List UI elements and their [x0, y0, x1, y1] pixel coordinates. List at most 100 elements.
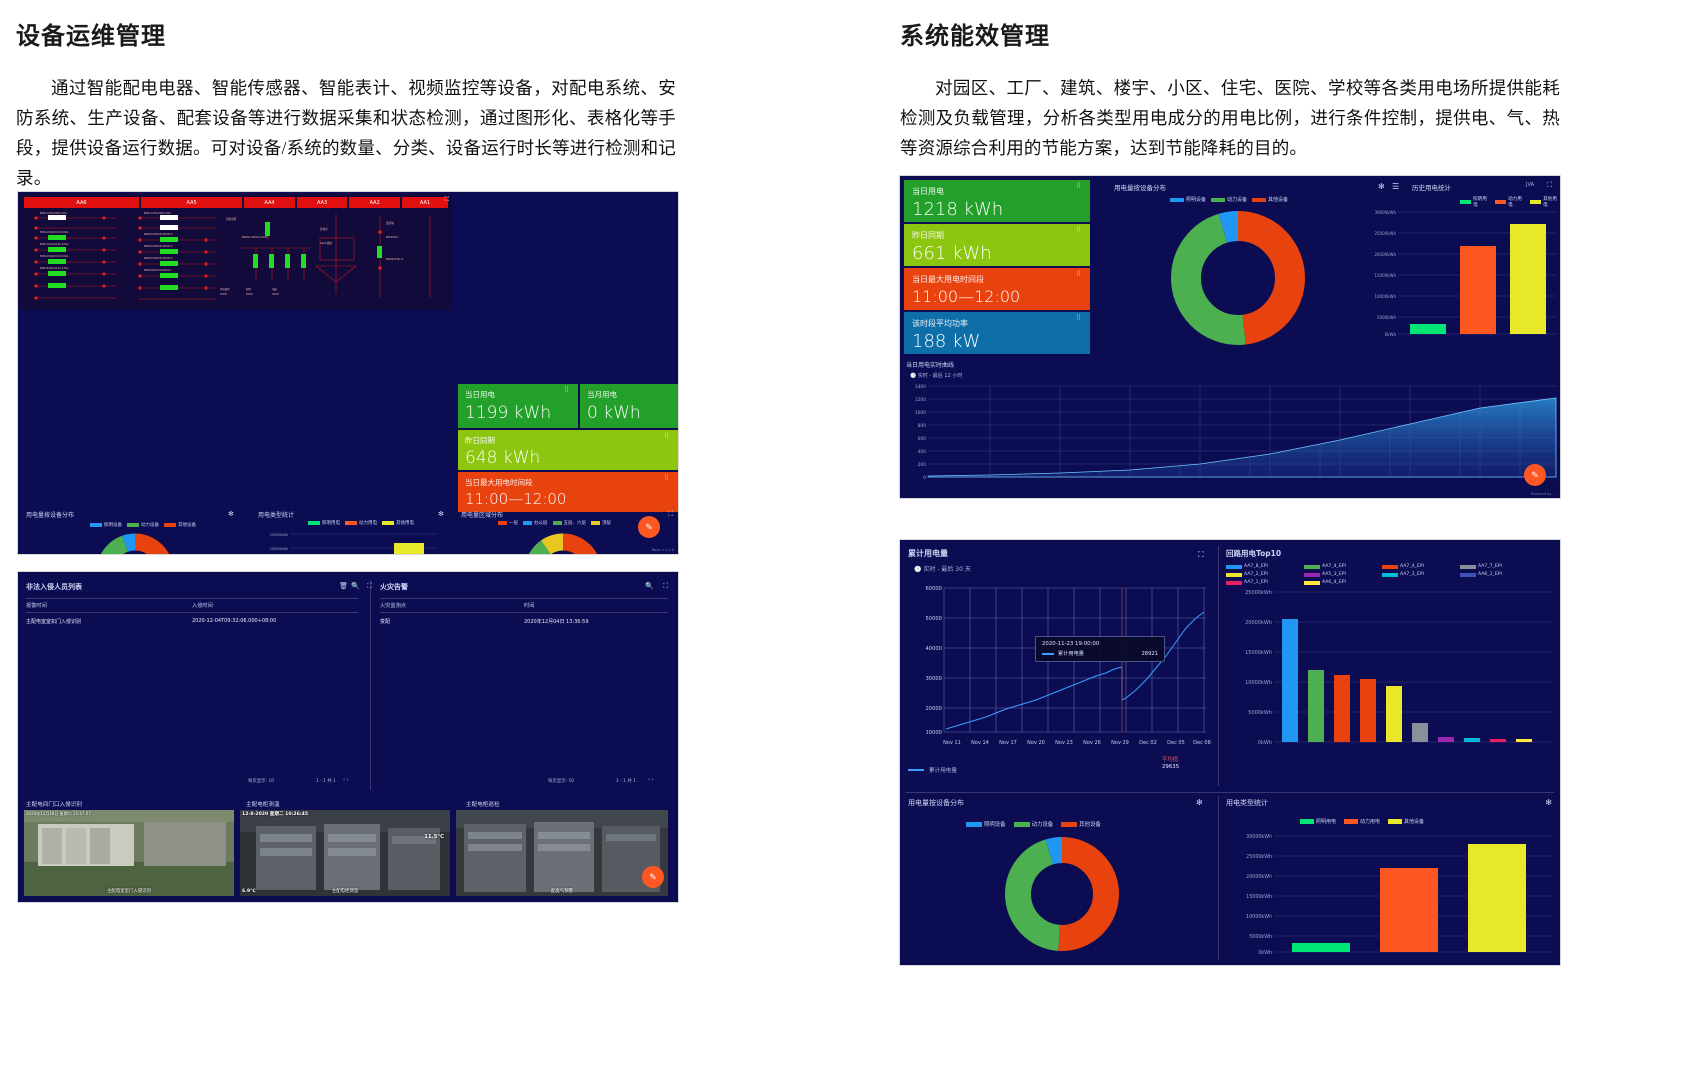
edit-fab-button[interactable]: ✎: [642, 866, 664, 888]
expand-icon[interactable]: ⛶: [1198, 550, 1204, 559]
thermal-temp-secondary: 6.9℃: [242, 889, 256, 894]
expand-icon[interactable]: ⛶: [668, 510, 673, 518]
search-icon[interactable]: 🔍: [351, 582, 360, 590]
legend-swatch: [1304, 572, 1320, 577]
divider: [380, 598, 668, 599]
cumulative-series-legend: 累计用电量: [908, 766, 957, 774]
video-timestamp: 12-8-2020 星期二 10:26:45: [242, 812, 309, 817]
svg-text:Dec 05: Dec 05: [1167, 740, 1185, 746]
kpi-peak-window: ⠿ 当日最大用电时间段 11:00—12:00: [904, 268, 1090, 310]
svg-text:照明: 照明: [246, 287, 251, 291]
svg-text:5000kWh: 5000kWh: [1248, 710, 1272, 716]
svg-text:10kV进线: 10kV进线: [320, 241, 332, 245]
legend-label: 动力设备: [141, 523, 159, 528]
refresh-icon[interactable]: ✻: [1196, 798, 1203, 807]
svg-text:BND-160A/3120 100A: BND-160A/3120 100A: [40, 242, 69, 246]
svg-text:Nov 29: Nov 29: [1111, 740, 1129, 746]
brand-footer: Rock v 1.1.0: [651, 548, 674, 552]
svg-text:0kWh: 0kWh: [1385, 332, 1397, 337]
kpi-resize-handle[interactable]: ⠿: [564, 386, 571, 394]
refresh-icon[interactable]: ✻: [228, 510, 234, 518]
legend-swatch: [552, 521, 562, 525]
kpi-resize-handle[interactable]: ⠿: [664, 474, 671, 482]
kpi-yesterday-usage: ⠿ 昨日同期 648 kWh: [458, 430, 678, 470]
legend-swatch: [523, 521, 532, 525]
svg-text:15000kWh: 15000kWh: [1245, 650, 1272, 656]
legend-label: AA7_4_EPI: [1400, 564, 1424, 569]
donut-chart-device-distribution: [1005, 837, 1119, 951]
legend-label: AA7_2_EPI: [1244, 572, 1268, 577]
divider: [1218, 546, 1219, 786]
legend-swatch: [308, 521, 320, 525]
screenshot-consumption-dashboard: 累计用电量 🕒 实时 - 最后 30 天 ⛶ 60000 50000 40000 3…: [900, 540, 1560, 965]
svg-text:20000kWh: 20000kWh: [1374, 252, 1396, 257]
video-feed-thermal[interactable]: 12-8-2020 星期二 10:26:45 11.5℃ 6.9℃ 主配电柜测温: [240, 810, 450, 896]
area-chart-realtime: 1400 1200 1000 800 600 400 200 0: [915, 384, 1557, 481]
video-feed-inspection[interactable]: 配变气预警: [456, 810, 668, 896]
video-caption: 主配电柜测温: [331, 889, 359, 894]
refresh-icon[interactable]: ✻: [438, 510, 444, 518]
edit-fab-button[interactable]: ✎: [1524, 464, 1546, 486]
svg-text:20kW: 20kW: [246, 293, 253, 296]
search-icon[interactable]: 🔍: [645, 582, 654, 590]
kpi-value: 11:00—12:00: [465, 490, 567, 508]
kpi-resize-handle[interactable]: ⠿: [1076, 314, 1083, 322]
expand-icon[interactable]: ⛶: [367, 582, 372, 590]
legend-label: 其他用电: [1543, 197, 1557, 208]
delete-icon[interactable]: 🗑: [339, 582, 348, 590]
chart-tooltip: 2020-11-23 19:00:00 累计用电量 28921: [1035, 636, 1165, 662]
divider: [1218, 796, 1219, 961]
legend-swatch: [1252, 197, 1267, 202]
expand-icon[interactable]: ⛶: [1547, 181, 1552, 189]
refresh-icon[interactable]: ✻: [1378, 182, 1385, 191]
legend-label: 办公层: [534, 521, 548, 526]
kpi-label: 当日最大用电时间段: [465, 478, 533, 487]
legend-swatch: [1344, 819, 1359, 824]
bar-chart-top10: 25000kWh 20000kWh 15000kWh 10000kWh 5000kW…: [1245, 590, 1552, 746]
legend-swatch: [1460, 572, 1476, 577]
edit-fab-button[interactable]: ✎: [638, 516, 660, 538]
kpi-label: 昨日同期: [465, 436, 495, 445]
video-title-1: 主配电间门口入侵识别: [26, 802, 82, 808]
screenshot-energy-dashboard: ⠿ 当日用电 1218 kWh ⠿ 昨日同期 661 kWh ⠿ 当日最大用电时…: [900, 176, 1560, 498]
refresh-icon[interactable]: ✻: [1545, 798, 1552, 807]
average-value: 29635: [1162, 764, 1180, 770]
kpi-resize-handle[interactable]: ⠿: [664, 432, 671, 440]
legend-label: 五层、六层: [563, 521, 587, 526]
legend-area-distribution: 一层 办公层 五层、六层 顶层: [498, 520, 611, 526]
svg-text:BNDP-2000/3x0935x3: BNDP-2000/3x0935x3: [144, 232, 173, 236]
expand-icon[interactable]: ⛶: [663, 582, 668, 590]
kpi-value: 661 kWh: [912, 243, 992, 264]
table-row[interactable]: 变配 2020年12月04日 13:36:59: [380, 619, 589, 625]
pager-controls[interactable]: ‹ ›: [343, 777, 349, 783]
svg-text:BND-630A/3120 125A: BND-630A/3120 125A: [40, 266, 69, 270]
svg-text:800: 800: [918, 423, 927, 429]
legend-label: AA6_1_EPI: [1478, 572, 1502, 577]
legend-swatch: [1170, 197, 1184, 202]
intrusion-table-header: 报警时间 入侵时间: [26, 603, 213, 609]
kpi-resize-handle[interactable]: ⠿: [1076, 270, 1083, 278]
list-icon[interactable]: ☰: [1392, 182, 1400, 191]
single-line-diagram: AA6 AA5 AA4 AA3 AA2 AA1: [20, 194, 452, 310]
svg-text:30000kWh: 30000kWh: [1246, 834, 1272, 840]
kpi-label: 该时段平均功率: [912, 319, 968, 328]
table-row[interactable]: 主配电室室扣门入侵识别 2020-12-04T09:32:06.000+08:0…: [26, 618, 277, 625]
kpi-value: 0 kWh: [587, 403, 641, 423]
kpi-resize-handle[interactable]: ⠿: [1076, 226, 1083, 234]
kpi-label: 昨日同期: [912, 231, 944, 240]
svg-text:60000: 60000: [925, 586, 942, 592]
kpi-resize-handle[interactable]: ⠿: [1076, 182, 1083, 190]
panel-title-cumulative: 累计用电量: [908, 549, 948, 558]
video-feed-door[interactable]: 2020年12月18日 星期二 15:47:07 主配电室室门入侵识别: [24, 810, 234, 896]
legend-swatch: [1226, 564, 1242, 569]
svg-text:10000kWh: 10000kWh: [1374, 294, 1396, 299]
kpi-label: 当日用电: [912, 187, 944, 196]
pager-controls[interactable]: ‹ ›: [648, 777, 654, 783]
svg-text:BND-125A/3200 40A: BND-125A/3200 40A: [40, 211, 67, 215]
svg-text:变电房: 变电房: [320, 227, 328, 231]
panel-title-history: 历史用电统计: [1412, 184, 1451, 192]
sld-expand-icon[interactable]: ⛶: [444, 197, 449, 203]
sld-panel-header: AA6: [24, 197, 139, 208]
legend-label: AA7_3_EPI: [1400, 572, 1424, 577]
